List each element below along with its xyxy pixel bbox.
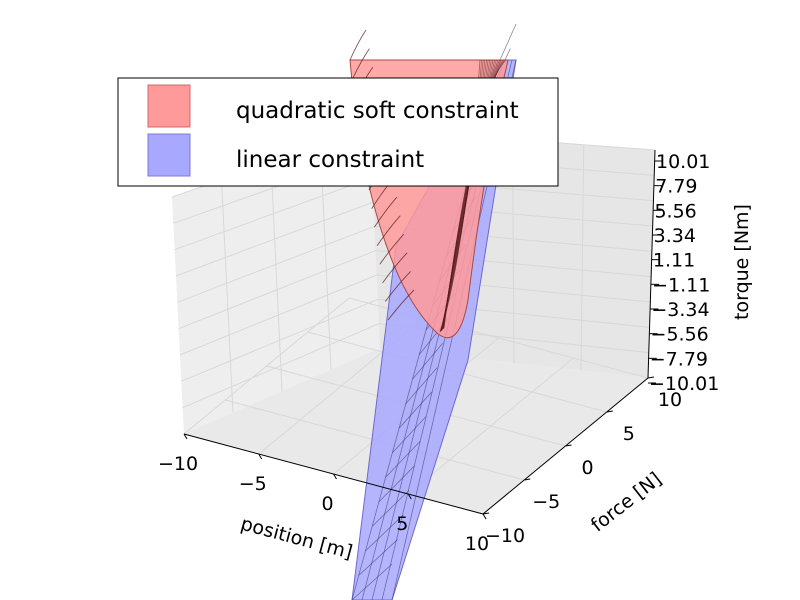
z-axis-label: torque [Nm] xyxy=(731,204,753,320)
y-tick-label: 5 xyxy=(623,423,635,445)
mesh-line-quadratic xyxy=(352,48,370,79)
grid-line-wall-right xyxy=(580,144,585,371)
y-tick-mark xyxy=(565,444,572,447)
legend-label-quadratic: quadratic soft constraint xyxy=(236,98,519,124)
mesh-line-quadratic xyxy=(374,196,398,228)
mesh-line-linear xyxy=(392,416,427,453)
z-tick-label: 10.01 xyxy=(656,151,710,173)
mesh-line-quadratic xyxy=(384,271,411,302)
y-tick-label: 0 xyxy=(581,457,593,479)
x-tick-mark xyxy=(183,433,188,440)
legend-frame xyxy=(117,77,559,187)
mesh-line-linear xyxy=(371,490,410,527)
z-tick-label: 5.56 xyxy=(654,200,696,222)
grid-line-wall-z xyxy=(178,250,652,330)
z-tick-label: 7.79 xyxy=(655,176,697,198)
y-tick-mark xyxy=(524,478,531,481)
x-tick-label: 5 xyxy=(396,513,408,535)
legend-label-linear: linear constraint xyxy=(236,147,424,173)
mesh-line-linear xyxy=(405,367,438,404)
z-tick-label: −5.56 xyxy=(651,324,709,346)
y-tick-mark xyxy=(482,512,490,515)
x-tick-mark xyxy=(258,453,263,460)
y-tick-mark xyxy=(647,376,655,379)
z-tick-label: −1.11 xyxy=(652,274,710,296)
grid-line-wall-z xyxy=(182,323,649,409)
z-tick-label: −10.01 xyxy=(649,373,719,395)
mesh-line-linear xyxy=(365,514,404,552)
x-tick-mark xyxy=(333,473,337,480)
mesh-line-quadratic xyxy=(379,233,405,265)
x-tick-mark xyxy=(482,513,487,520)
mesh-line-linear xyxy=(358,539,398,576)
grid-line-wall-left xyxy=(270,162,283,392)
z-axis-line xyxy=(647,149,656,379)
tick-labels: −10−50510−10−50510−10.01−7.79−5.56−3.34−… xyxy=(158,151,719,555)
legend: quadratic soft constraint linear constra… xyxy=(117,77,559,187)
z-tick-label: 3.34 xyxy=(654,225,696,247)
mesh-line-linear xyxy=(385,440,421,478)
legend-swatch-linear xyxy=(147,133,191,177)
mesh-line-quadratic xyxy=(349,29,367,61)
y-tick-label: −5 xyxy=(532,491,560,513)
mesh-line-linear xyxy=(351,563,393,600)
mesh-line-quadratic xyxy=(382,252,408,284)
x-axis-label: position [m] xyxy=(238,513,354,564)
legend-swatch-quadratic xyxy=(147,84,191,128)
grid-line-wall-z xyxy=(181,298,650,382)
z-tick-label: 1.11 xyxy=(653,250,695,272)
x-tick-label: 10 xyxy=(465,533,489,555)
mesh-line-linear xyxy=(398,391,432,429)
z-tick-label: −7.79 xyxy=(650,348,708,370)
x-tick-mark xyxy=(407,493,412,500)
y-axis-label: force [N] xyxy=(587,468,666,536)
mesh-line-quadratic xyxy=(387,289,415,321)
z-tick-label: −3.34 xyxy=(651,299,709,321)
y-tick-mark xyxy=(606,410,613,413)
y-tick-label: 10 xyxy=(658,389,682,411)
x-tick-label: 0 xyxy=(321,493,333,515)
mesh-line-linear xyxy=(412,342,444,380)
y-tick-label: −10 xyxy=(485,525,525,547)
mesh-line-linear xyxy=(499,23,517,61)
x-tick-label: −5 xyxy=(239,473,267,495)
x-tick-label: −10 xyxy=(158,453,198,475)
grid-line-wall-z xyxy=(179,274,651,356)
mesh-line-linear xyxy=(378,465,415,503)
mesh-line-quadratic xyxy=(376,215,401,246)
grid-line-wall-left xyxy=(221,179,234,413)
